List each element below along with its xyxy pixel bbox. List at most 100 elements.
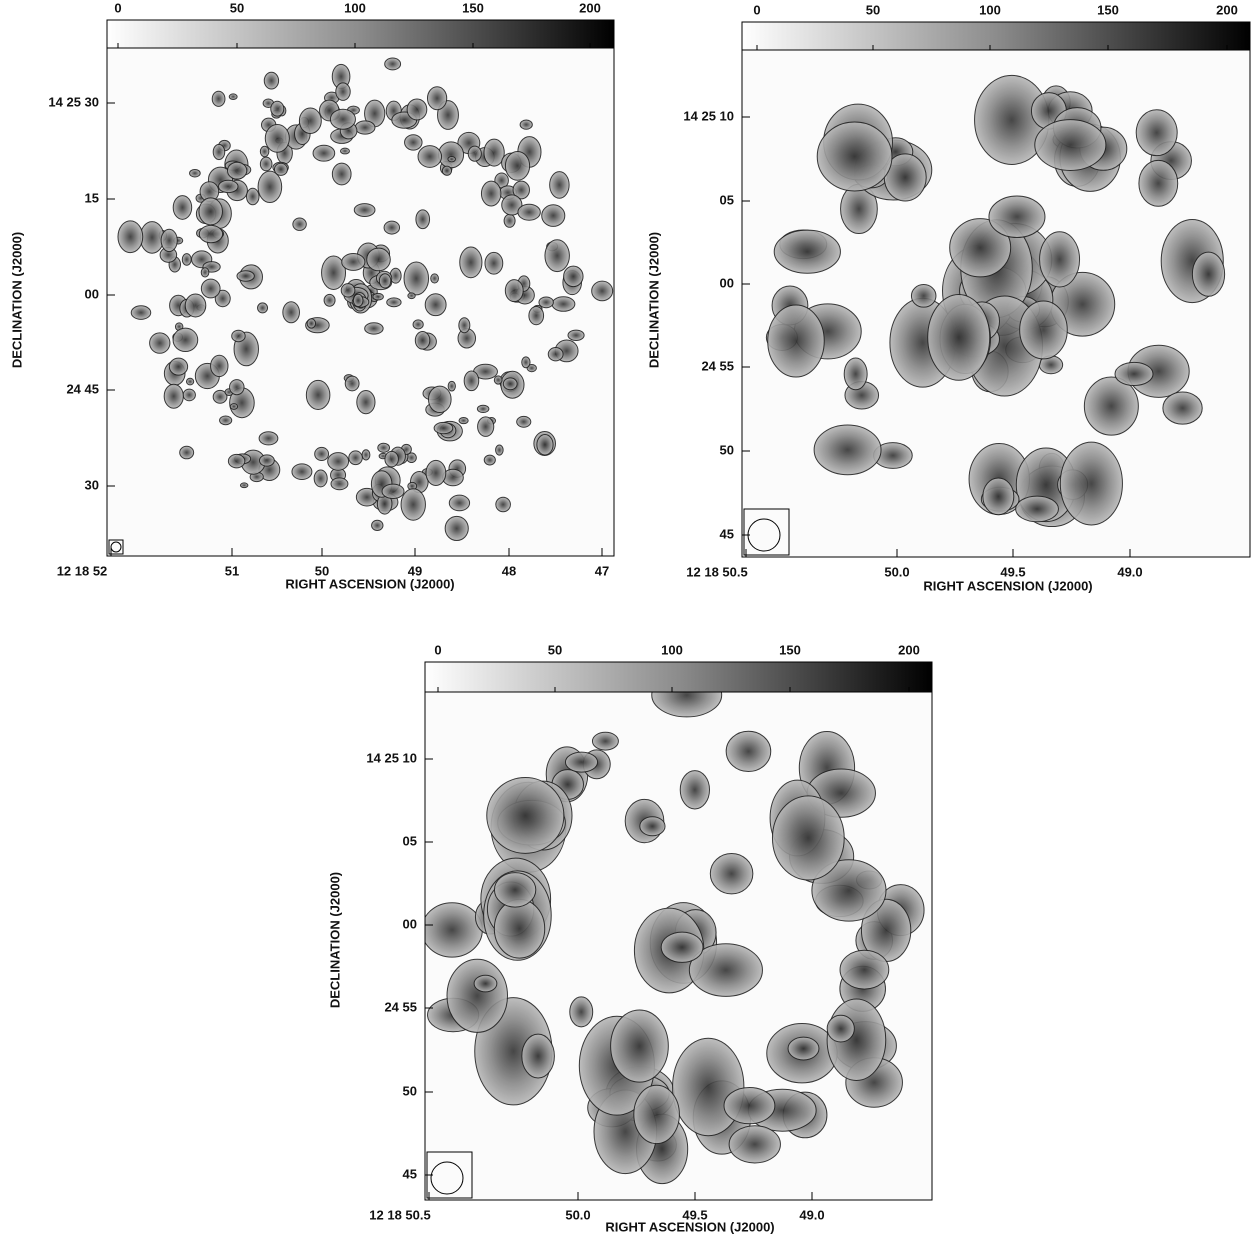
emission-blob (218, 179, 239, 194)
emission-blob (172, 195, 193, 220)
emission-blob (386, 297, 402, 308)
image (117, 57, 614, 542)
emission-blob (563, 265, 584, 288)
emission-blob (503, 213, 516, 228)
emission-blob (767, 304, 825, 378)
emission-blob (477, 416, 495, 437)
emission-blob (639, 816, 666, 837)
emission-blob (335, 82, 351, 101)
emission-blob (463, 370, 480, 392)
emission-blob (314, 446, 330, 461)
y-tick-label: 30 (85, 477, 99, 492)
emission-blob (273, 162, 288, 176)
emission-blob (354, 120, 376, 135)
emission-blob (839, 949, 890, 990)
emission-blob (417, 145, 443, 168)
y-tick-label: 45 (720, 526, 734, 541)
y-tick-label: 24 55 (701, 358, 734, 373)
colorbar-tick-label: 50 (230, 0, 244, 15)
x-tick-label: 47 (595, 563, 609, 578)
emission-blob (292, 217, 307, 231)
x-tick-label: 49 (408, 563, 422, 578)
emission-blob (130, 305, 152, 320)
emission-blob (567, 329, 585, 341)
emission-blob (229, 379, 245, 396)
x-tick-label: 49.0 (799, 1207, 824, 1222)
emission-blob (185, 377, 195, 386)
emission-blob (306, 318, 317, 329)
y-tick-label: 24 45 (66, 381, 99, 396)
emission-blob (538, 296, 554, 309)
emission-blob (651, 692, 723, 718)
emission-blob (493, 872, 537, 908)
emission-blob (787, 1036, 820, 1061)
emission-blob (551, 296, 576, 312)
emission-blob (480, 180, 502, 207)
emission-blob (313, 469, 328, 488)
emission-blob (168, 357, 189, 376)
colorbar-tick-label: 100 (979, 2, 1001, 17)
emission-blob (473, 974, 498, 993)
emission-blob (709, 852, 754, 895)
beam-box (108, 539, 124, 555)
image (765, 74, 1226, 528)
emission-blob (448, 494, 471, 512)
x-tick-label: 51 (225, 563, 239, 578)
colorbar-tick-label: 0 (434, 642, 441, 657)
emission-blob (231, 329, 246, 343)
emission-blob (467, 145, 482, 162)
y-tick-label: 14 25 10 (366, 750, 417, 765)
emission-blob (437, 141, 465, 169)
emission-blob (378, 273, 392, 289)
emission-blob (212, 389, 228, 404)
emission-blob (633, 1084, 680, 1145)
y-tick-label: 50 (403, 1083, 417, 1098)
emission-blob (502, 377, 518, 391)
emission-blob (344, 375, 360, 392)
emission-blob (149, 332, 171, 354)
emission-blob (139, 221, 165, 254)
x-tick-label: 50.0 (565, 1207, 590, 1222)
emission-blob (569, 996, 594, 1028)
x-tick-label: 49.5 (1000, 564, 1025, 579)
y-tick-label: 00 (85, 286, 99, 301)
emission-blob (771, 795, 845, 881)
emission-blob (544, 239, 570, 273)
emission-blob (226, 161, 248, 180)
emission-blob (1034, 119, 1107, 171)
emission-blob (415, 209, 431, 230)
emission-blob (198, 197, 223, 226)
emission-blob (519, 119, 533, 130)
emission-blob (381, 483, 405, 500)
emission-blob (426, 86, 448, 111)
x-axis-label: RIGHT ASCENSION (J2000) (605, 1219, 774, 1234)
emission-blob (430, 273, 439, 284)
emission-blob (504, 279, 524, 303)
emission-blob (517, 203, 541, 221)
emission-blob (528, 305, 545, 326)
x-tick-label: 50 (315, 563, 329, 578)
emission-blob (459, 246, 483, 279)
emission-blob (427, 385, 452, 414)
x-tick-label: 49.5 (682, 1207, 707, 1222)
emission-blob (476, 404, 490, 414)
emission-blob (728, 1125, 781, 1164)
x-axis-label: RIGHT ASCENSION (J2000) (285, 576, 454, 591)
emission-blob (441, 165, 453, 176)
emission-blob (352, 293, 364, 308)
emission-blob (610, 1009, 669, 1083)
emission-blob (257, 170, 283, 203)
emission-blob (1135, 109, 1178, 157)
beam-box (426, 1151, 473, 1199)
emission-blob (160, 228, 178, 253)
beam (747, 518, 781, 552)
y-tick-label: 05 (720, 192, 734, 207)
emission-blob (384, 57, 402, 71)
colorbar-tick-label: 100 (344, 0, 366, 15)
emission-blob (403, 261, 430, 296)
panel: 0 50 100 150 200 14 25 10 05 00 24 55 50 45 12 18 5… (327, 642, 933, 1234)
emission-blob (356, 390, 376, 415)
emission-blob (811, 859, 887, 922)
emission-blob (305, 379, 331, 411)
